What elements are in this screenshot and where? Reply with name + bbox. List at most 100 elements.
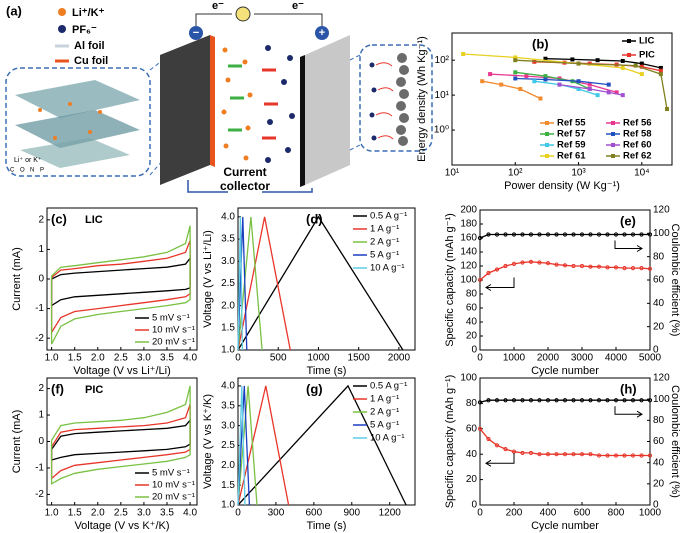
x-axis-label: Power density (W Kg⁻¹) (504, 180, 620, 192)
y-tick-label: -2 (35, 489, 44, 500)
anode-inset (5, 67, 151, 177)
data-point (494, 267, 500, 272)
legend-label: 0.5 A g⁻¹ (370, 381, 407, 392)
data-point (658, 65, 663, 70)
data-point (588, 452, 593, 457)
y2-tick-label: 20 (653, 321, 665, 332)
x-tick-label: 600 (306, 508, 323, 519)
x-tick-label: 0 (235, 353, 241, 364)
cathode-inset (359, 44, 433, 152)
y2-axis-label: Coulombic efficient (%) (669, 385, 681, 498)
data-point (579, 263, 585, 269)
data-point (513, 55, 518, 60)
electrolyte-ions (221, 45, 295, 163)
connector (349, 144, 361, 151)
x-tick-label: 3.5 (160, 508, 174, 519)
data-point (606, 82, 611, 87)
data-point (595, 58, 600, 63)
data-point (658, 68, 663, 73)
li-k-ion-icon (58, 8, 66, 16)
bulb (235, 6, 251, 22)
series-line (237, 385, 258, 506)
data-point (596, 232, 602, 237)
y-tick-label: 2.5 (221, 440, 235, 451)
collector-label: collector (220, 179, 270, 193)
y-tick-label: 200 (460, 205, 477, 216)
data-point (622, 453, 627, 458)
legend-label: Ref 57 (557, 129, 586, 140)
cathode-particles (396, 53, 409, 146)
data-point (486, 270, 491, 276)
graphene-layer (20, 138, 130, 168)
y-tick-label: -1 (35, 303, 44, 314)
x-tick-label: 1000 (307, 353, 330, 364)
x-tick-label: 300 (268, 508, 285, 519)
y-tick-label: 10² (435, 55, 450, 66)
data-point (647, 266, 653, 271)
x-tick-label: 400 (540, 508, 557, 519)
x-tick-label: 3.0 (137, 508, 151, 519)
legend-label: 10 mV s⁻¹ (152, 325, 195, 336)
terminal-sign: − (193, 27, 199, 39)
series-line (237, 216, 291, 351)
y-tick-label: 60 (466, 303, 478, 314)
data-point (480, 79, 485, 84)
inset-label: P (40, 168, 44, 174)
connector (349, 54, 361, 61)
y-tick-label: 0 (38, 436, 44, 447)
series-line (479, 428, 650, 457)
data-point (579, 398, 585, 403)
y-tick-label: 2 (38, 214, 44, 225)
negative-terminal (189, 26, 203, 40)
series-line (237, 384, 407, 506)
data-point (486, 436, 491, 442)
chart: 0 1000 2000 3000 4000 50000204060801001201401… (444, 205, 681, 377)
anode (160, 35, 210, 185)
x-tick-label: 4.0 (183, 508, 197, 519)
data-point (647, 453, 653, 458)
y-axis-label: Voltage (V vs K⁺/K) (202, 394, 214, 489)
legend-label: Ref 58 (623, 129, 652, 140)
x-tick-label: 5000 (639, 353, 662, 364)
graphene-layer (15, 80, 140, 118)
x-tick-label: 1000 (639, 508, 662, 519)
y2-tick-label: 40 (653, 457, 665, 468)
data-point (545, 398, 551, 403)
data-point (494, 443, 500, 448)
x-tick-label: 10⁴ (634, 168, 649, 179)
connector (149, 59, 164, 71)
collector-label: Current (223, 165, 266, 179)
wire (254, 13, 323, 26)
legend-label: Ref 56 (623, 118, 652, 129)
panel-label: (e) (620, 213, 636, 228)
legend-text: Cu foil (74, 55, 108, 67)
legend-label: PIC (639, 50, 655, 61)
data-point (596, 398, 602, 403)
y-tick-label: 120 (460, 261, 477, 272)
y2-tick-label: 100 (653, 394, 670, 405)
legend-label: 20 mV s⁻¹ (152, 492, 195, 503)
x-axis-label: Voltage (V vs Li⁺/Li) (73, 365, 171, 377)
data-point (562, 398, 568, 403)
cu-foil (210, 35, 215, 167)
data-point (605, 398, 610, 403)
panel-label: (a) (6, 3, 22, 18)
data-point (486, 398, 491, 403)
data-point (537, 260, 542, 265)
data-point (486, 232, 491, 237)
chart: 0 200 400 600 800 100002040608010002040608010… (444, 373, 681, 532)
legend-label: Ref 60 (623, 140, 652, 151)
legend-label: Ref 61 (557, 151, 586, 162)
legend-label: 5 mV s⁻¹ (152, 468, 190, 479)
chart: 1.0 1.5 2.0 2.5 3.0 3.5 4.0 -2 -1 0 1 2 Voltage (V v… (11, 377, 198, 532)
y-axis-label: Voltage (V vs Li⁺/Li) (202, 230, 214, 328)
y-tick-label: 3.5 (221, 234, 235, 245)
legend-marker (545, 132, 549, 136)
y-tick-label: 1.5 (221, 322, 235, 333)
legend-marker (611, 154, 615, 158)
inset-label: O (20, 168, 25, 174)
y-tick-label: 1 (38, 244, 44, 255)
